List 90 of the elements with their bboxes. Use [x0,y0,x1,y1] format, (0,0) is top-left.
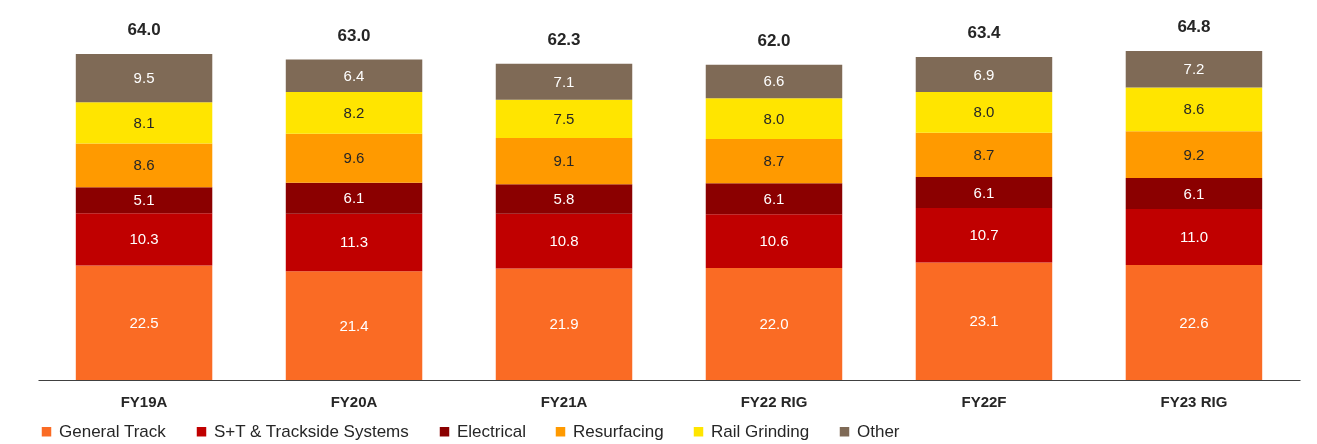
data-label: 6.9 [973,65,995,83]
data-label: 8.6 [1183,100,1205,118]
bar [285,182,423,214]
data-label: 6.1 [343,189,365,207]
data-label: 11.3 [339,233,369,251]
bar [705,64,843,99]
x-tick-label: FY19A [120,392,168,410]
data-label: 10.6 [759,232,789,250]
bar [75,213,213,266]
data-label: 6.1 [973,183,995,201]
data-label: 7.5 [553,109,575,127]
bar [285,271,423,380]
data-label: 6.1 [763,189,785,207]
bar [915,262,1053,380]
data-label: 10.7 [969,226,999,244]
data-label: 8.7 [763,152,785,170]
bar [1125,209,1263,266]
bar [915,57,1053,93]
bar [285,213,423,272]
x-tick-label: FY23 RIG [1160,392,1228,410]
bar [705,138,843,184]
bar [285,133,423,183]
data-label: 11.0 [1179,228,1209,246]
data-label: 9.2 [1183,145,1205,163]
bar [705,98,843,139]
data-label: 21.9 [549,315,579,333]
bar [75,143,213,188]
x-tick-label: FY21A [540,392,588,410]
data-label: 9.5 [133,69,155,87]
bar [1125,87,1263,132]
bar [495,99,633,138]
legend-label: Electrical [457,421,526,441]
bar [495,63,633,100]
data-label: 8.0 [973,103,995,121]
data-label: 10.3 [129,230,159,248]
x-tick-label: FY22 RIG [740,392,808,410]
data-label: 9.1 [553,152,575,170]
bar [75,102,213,144]
bar [705,183,843,215]
data-label: 8.2 [343,103,365,121]
bar [1125,178,1263,210]
bar [915,92,1053,133]
data-label: 8.7 [973,145,995,163]
legend-label: S+T & Trackside Systems [214,421,409,441]
data-label: 22.6 [1179,313,1209,331]
data-label: 9.6 [343,149,365,167]
bar [75,53,213,103]
total-label: 62.0 [757,30,791,50]
bar [915,208,1053,263]
legend-label: Resurfacing [573,421,664,441]
data-label: 7.2 [1183,60,1205,78]
bar [285,92,423,134]
data-label: 8.1 [133,113,155,131]
x-tick-label: FY22F [961,392,1007,410]
data-label: 21.4 [339,316,369,334]
legend-label: Rail Grinding [711,421,810,441]
bar [1125,131,1263,179]
bar [75,265,213,380]
total-label: 62.3 [547,29,581,49]
data-label: 10.8 [549,232,579,250]
data-label: 23.1 [969,312,999,330]
bar [915,132,1053,178]
total-label: 64.0 [127,19,161,39]
data-label: 5.1 [133,191,155,209]
bar [705,268,843,380]
data-label: 8.6 [133,156,155,174]
total-label: 63.0 [337,25,371,45]
bar [495,268,633,380]
data-label: 22.5 [129,313,159,331]
bar [1125,50,1263,88]
x-tick-label: FY20A [330,392,378,410]
bar [915,177,1053,209]
data-label: 5.8 [553,189,575,207]
bar [285,59,423,93]
data-label: 6.4 [343,66,365,84]
data-label: 22.0 [759,315,789,333]
legend-label: General Track [59,421,167,441]
data-label: 6.1 [1183,184,1205,202]
bar [495,137,633,185]
bar [495,184,633,214]
bar [705,214,843,269]
bar [495,213,633,269]
data-label: 6.6 [763,72,785,90]
bar [1125,265,1263,380]
total-label: 64.8 [1177,16,1211,36]
legend-label: Other [857,421,900,441]
bar [75,187,213,214]
data-label: 8.0 [763,109,785,127]
data-label: 7.1 [553,72,575,90]
total-label: 63.4 [967,23,1002,43]
